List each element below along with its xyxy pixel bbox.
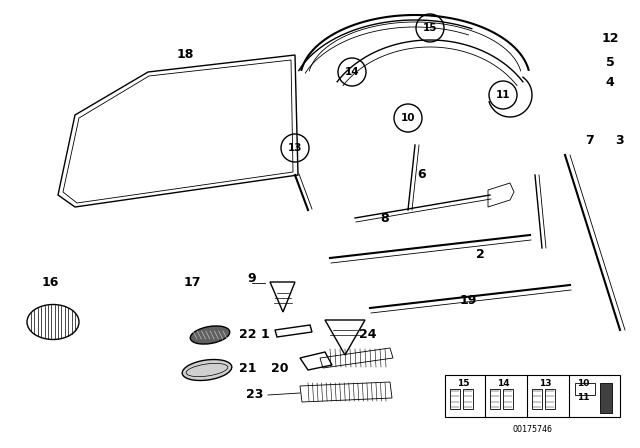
Text: 19: 19	[460, 293, 477, 306]
Text: 9: 9	[248, 271, 256, 284]
Bar	[463, 389, 473, 409]
Text: 11: 11	[577, 393, 589, 402]
Text: 7: 7	[586, 134, 595, 146]
Text: 18: 18	[176, 48, 194, 61]
Text: 13: 13	[288, 143, 302, 153]
Text: 16: 16	[42, 276, 59, 289]
Text: 1: 1	[260, 328, 269, 341]
Text: 10: 10	[577, 379, 589, 388]
Bar	[445, 375, 620, 417]
Ellipse shape	[182, 359, 232, 380]
Bar	[545, 389, 555, 409]
Text: 17: 17	[183, 276, 201, 289]
Text: 5: 5	[605, 56, 614, 69]
Bar	[503, 389, 513, 409]
Text: 14: 14	[497, 379, 509, 388]
Text: 13: 13	[539, 379, 551, 388]
Bar	[490, 389, 500, 409]
Text: 10: 10	[401, 113, 415, 123]
Bar	[450, 389, 460, 409]
Text: 3: 3	[616, 134, 624, 146]
Text: 22: 22	[239, 328, 257, 341]
Text: 23: 23	[246, 388, 264, 401]
Bar	[532, 389, 542, 409]
Text: 11: 11	[496, 90, 510, 100]
Text: 15: 15	[423, 23, 437, 33]
Text: 2: 2	[476, 249, 484, 262]
Text: 8: 8	[381, 211, 389, 224]
Text: 21: 21	[239, 362, 257, 375]
Text: 24: 24	[359, 328, 377, 341]
Text: 4: 4	[605, 76, 614, 89]
Text: 14: 14	[345, 67, 359, 77]
Ellipse shape	[190, 326, 230, 344]
Text: 12: 12	[601, 31, 619, 44]
Bar	[575, 383, 595, 395]
Text: 20: 20	[271, 362, 289, 375]
Text: OO175746: OO175746	[513, 425, 552, 434]
Text: 15: 15	[457, 379, 469, 388]
Bar	[600, 383, 612, 413]
Text: 6: 6	[418, 168, 426, 181]
